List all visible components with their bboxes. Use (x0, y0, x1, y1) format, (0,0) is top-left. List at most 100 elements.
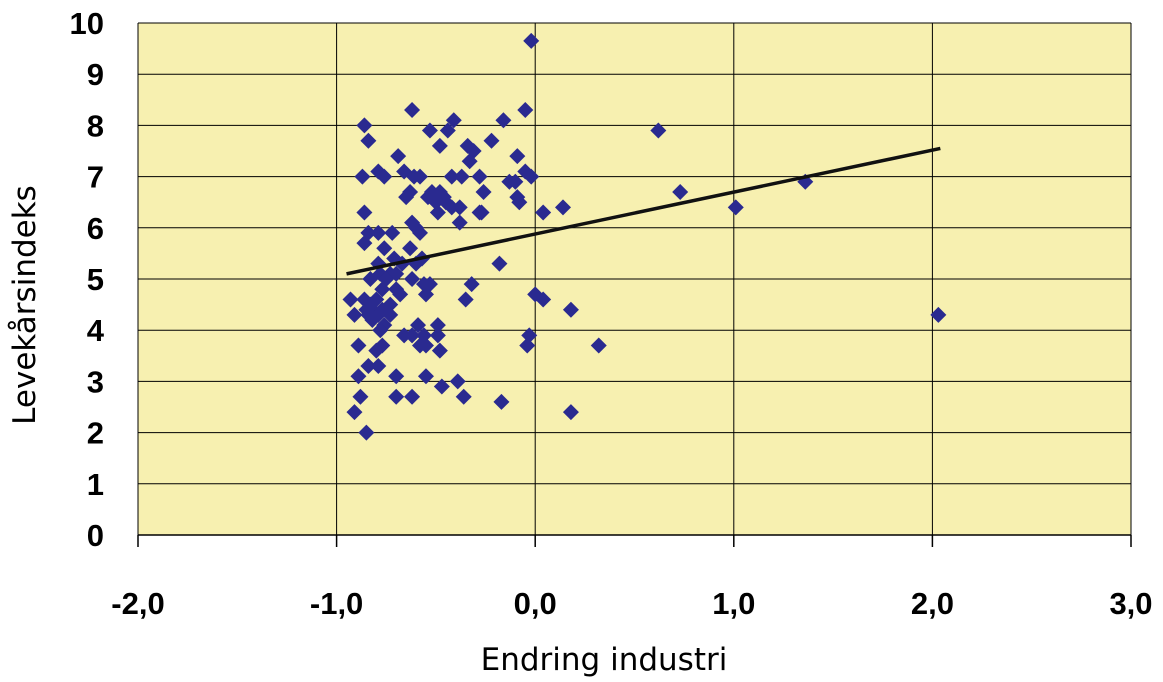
data-point (511, 194, 528, 211)
data-point (398, 189, 415, 206)
y-tick-label: 10 (70, 6, 104, 41)
data-point (374, 281, 391, 298)
data-point (429, 317, 446, 334)
data-point (388, 388, 405, 405)
y-tick-label: 3 (87, 364, 104, 399)
y-tick-label: 2 (87, 416, 104, 451)
x-tick-label: 1,0 (712, 586, 755, 621)
data-point (535, 291, 552, 308)
data-point (404, 388, 421, 405)
data-point (354, 168, 371, 185)
x-tick-label: -1,0 (310, 586, 363, 621)
data-point (523, 32, 540, 49)
data-point (404, 327, 421, 344)
data-point (509, 148, 526, 165)
data-point (392, 286, 409, 303)
data-point (431, 137, 448, 154)
data-point (471, 168, 488, 185)
data-point (429, 327, 446, 344)
data-point (493, 393, 510, 410)
data-point (370, 358, 387, 375)
data-point (451, 199, 468, 216)
data-point (421, 122, 438, 139)
data-point (433, 378, 450, 395)
data-point (364, 311, 381, 328)
data-point (727, 199, 744, 216)
data-point (356, 117, 373, 134)
data-point (491, 255, 508, 272)
data-point (384, 224, 401, 241)
data-point (439, 122, 456, 139)
data-point (376, 240, 393, 257)
data-point (517, 102, 534, 119)
trendline (346, 146, 941, 276)
data-point (370, 224, 387, 241)
data-point (346, 404, 363, 421)
data-point (523, 168, 540, 185)
data-point (650, 122, 667, 139)
data-point (372, 322, 389, 339)
data-point (360, 132, 377, 149)
x-tick-labels: -2,0 -1,0 0,0 1,0 2,0 3,0 (111, 586, 1152, 621)
y-tick-label: 0 (87, 518, 104, 553)
data-point (417, 368, 434, 385)
data-point (352, 388, 369, 405)
data-point (382, 306, 399, 323)
data-point (562, 301, 579, 318)
y-tick-label: 7 (87, 160, 104, 195)
data-point (368, 342, 385, 359)
y-axis-title: Levekårsindeks (7, 185, 43, 425)
data-point (346, 306, 363, 323)
data-point (495, 112, 512, 129)
data-point (404, 102, 421, 119)
data-point (412, 168, 429, 185)
data-point (427, 194, 444, 211)
data-point (402, 240, 419, 257)
data-point (451, 214, 468, 231)
x-tick-label: 2,0 (911, 586, 954, 621)
data-point (475, 183, 492, 200)
data-point (390, 148, 407, 165)
x-tick-label: -2,0 (111, 586, 164, 621)
data-point (342, 291, 359, 308)
data-point (410, 317, 427, 334)
data-point (412, 224, 429, 241)
data-point (519, 337, 536, 354)
gridlines (137, 22, 1132, 536)
data-point (356, 235, 373, 252)
data-point (535, 204, 552, 221)
data-point (358, 424, 375, 441)
data-point (449, 373, 466, 390)
data-point (473, 204, 490, 221)
x-tick-label: 0,0 (514, 586, 557, 621)
data-point (356, 204, 373, 221)
data-point (455, 388, 472, 405)
x-axis (137, 534, 1132, 547)
data-point (461, 153, 478, 170)
y-tick-label: 1 (87, 467, 104, 502)
data-point (362, 271, 379, 287)
data-point (507, 173, 524, 190)
data-point (521, 327, 538, 344)
data-point (453, 168, 470, 185)
data-point (590, 337, 607, 354)
x-tick-label: 3,0 (1109, 586, 1152, 621)
data-point (443, 168, 460, 185)
y-tick-label: 6 (87, 211, 104, 246)
data-point (562, 404, 579, 421)
data-point (417, 337, 434, 354)
data-point (483, 132, 500, 149)
data-point (360, 358, 377, 375)
data-point (445, 112, 462, 129)
y-tick-label: 9 (87, 57, 104, 92)
y-tick-labels: 0 1 2 3 4 5 6 7 8 9 10 (70, 6, 105, 553)
y-tick-label: 8 (87, 108, 104, 143)
data-point (431, 342, 448, 359)
data-point (555, 199, 572, 216)
data-point (350, 368, 367, 385)
x-axis-title: Endring industri (481, 642, 728, 678)
y-tick-label: 5 (87, 262, 104, 297)
y-tick-label: 4 (87, 313, 105, 348)
data-point (930, 306, 947, 323)
